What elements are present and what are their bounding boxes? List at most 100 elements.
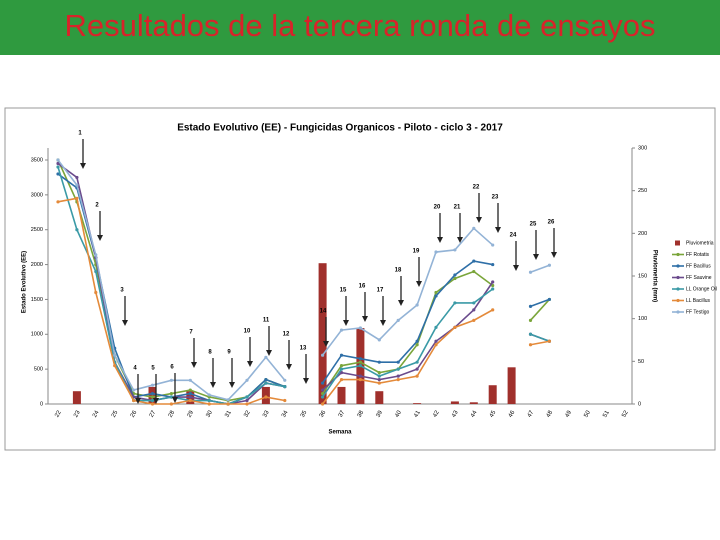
annotation-arrowhead (380, 320, 386, 326)
annotation-arrowhead (210, 382, 216, 388)
point (472, 259, 476, 263)
point (547, 297, 552, 302)
x-tick-label: 29 (187, 409, 196, 418)
annotation-arrowhead (247, 361, 253, 367)
y2-tick-label: 300 (638, 145, 647, 151)
point (245, 398, 249, 403)
point (377, 360, 381, 364)
x-tick-label: 41 (413, 409, 422, 418)
point (415, 339, 419, 343)
point (377, 371, 381, 375)
point (321, 391, 325, 396)
y-tick-label: 500 (34, 367, 43, 373)
y2-tick-label: 50 (638, 359, 644, 365)
y-tick-label: 1000 (31, 332, 43, 338)
point (264, 355, 268, 359)
chart-title: Estado Evolutivo (EE) - Fungicidas Organ… (177, 123, 503, 134)
point (491, 308, 495, 312)
point (150, 402, 155, 406)
series-line (321, 260, 493, 384)
point (75, 175, 79, 180)
annotation-arrowhead (495, 227, 501, 233)
point (415, 374, 419, 378)
x-tick-label: 27 (149, 409, 158, 418)
x-tick-label: 40 (394, 409, 403, 418)
x-tick-label: 49 (565, 409, 574, 418)
annotation-arrowhead (80, 163, 86, 169)
y-tick-label: 2500 (31, 227, 43, 233)
point (453, 301, 457, 305)
point (472, 318, 476, 322)
series-line (321, 288, 494, 398)
annotation-label: 8 (208, 350, 212, 356)
annotation-arrowhead (323, 341, 329, 347)
point (491, 283, 495, 288)
annotation-label: 21 (454, 205, 461, 211)
bar (375, 391, 384, 404)
x-tick-label: 47 (527, 409, 536, 418)
point (434, 250, 438, 254)
bar (413, 403, 422, 404)
legend-label: LL Bacillus (686, 298, 710, 304)
point (283, 398, 287, 403)
point (434, 294, 438, 298)
point (491, 287, 495, 291)
annotation-label: 12 (283, 332, 290, 338)
annotation-arrowhead (191, 362, 197, 368)
x-tick-label: 43 (451, 409, 460, 418)
annotation-arrowhead (457, 237, 463, 243)
point (226, 398, 230, 402)
annotation-arrowhead (122, 320, 128, 326)
point (377, 381, 381, 385)
x-tick-label: 51 (602, 409, 611, 418)
point (75, 228, 79, 232)
annotation-label: 7 (189, 330, 193, 336)
annotation-arrowhead (229, 382, 235, 388)
x-tick-label: 31 (224, 409, 233, 418)
x-tick-label: 46 (508, 409, 517, 418)
point (491, 262, 495, 267)
annotation-arrowhead (513, 265, 519, 271)
annotation-arrowhead (437, 237, 443, 243)
legend-marker (676, 298, 680, 303)
point (245, 378, 249, 382)
point (472, 308, 476, 312)
legend-marker (676, 275, 680, 280)
bar (72, 391, 81, 404)
annotation-label: 15 (340, 288, 347, 294)
point (358, 374, 362, 378)
point (453, 273, 457, 277)
annotation-label: 14 (320, 309, 327, 315)
x-tick-label: 38 (357, 409, 366, 418)
point (415, 343, 419, 347)
series-line (322, 281, 494, 391)
point (169, 378, 173, 382)
x-tick-label: 42 (432, 409, 441, 418)
point (377, 378, 381, 382)
x-tick-label: 22 (54, 409, 63, 418)
annotation-arrowhead (97, 235, 103, 241)
y-tick-label: 2000 (31, 262, 43, 268)
point (264, 395, 268, 399)
point (150, 383, 155, 387)
x-tick-label: 50 (583, 409, 592, 418)
point (396, 367, 400, 371)
series-line (321, 309, 494, 405)
bar (337, 386, 346, 404)
x-tick-label: 45 (489, 409, 498, 418)
point (188, 398, 192, 403)
annotation-label: 6 (170, 365, 174, 371)
point (75, 196, 79, 200)
x-tick-label: 36 (319, 409, 328, 418)
point (528, 332, 533, 336)
annotation-label: 22 (473, 185, 480, 191)
series-line (321, 270, 494, 394)
legend-label: FF Bacillus (686, 263, 711, 269)
annotation-label: 17 (377, 288, 384, 294)
legend-label: LL Orange Oil (686, 286, 717, 292)
point (321, 395, 325, 399)
x-tick-label: 35 (300, 409, 309, 418)
point (56, 158, 60, 162)
